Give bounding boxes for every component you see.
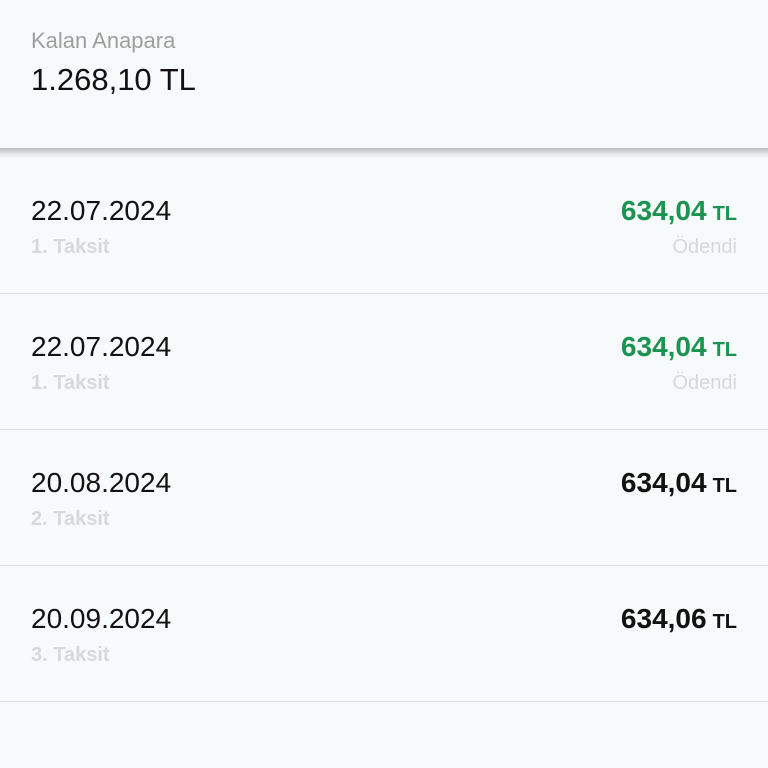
installment-amount: 634,04 TL xyxy=(621,331,737,363)
installment-row[interactable]: 22.07.2024 1. Taksit 634,04 TL Ödendi xyxy=(0,158,768,294)
amount-currency: TL xyxy=(712,611,737,633)
installment-number: 1. Taksit xyxy=(31,236,110,258)
payment-status: Ödendi xyxy=(672,236,738,258)
installment-amount: 634,04 TL xyxy=(621,195,737,227)
amount-currency: TL xyxy=(712,339,737,361)
amount-currency: TL xyxy=(712,475,737,497)
amount-value: 634,04 xyxy=(620,467,707,498)
amount-value: 634,04 xyxy=(620,195,707,226)
summary-header: Kalan Anapara 1.268,10 TL xyxy=(0,0,768,148)
amount-value: 634,04 xyxy=(620,331,707,362)
installment-number: 2. Taksit xyxy=(31,508,110,530)
payment-status: Ödendi xyxy=(672,372,738,394)
remaining-principal-label: Kalan Anapara xyxy=(31,28,176,53)
header-shadow-divider xyxy=(0,148,768,158)
installment-date: 22.07.2024 xyxy=(31,331,172,362)
installment-number: 1. Taksit xyxy=(31,372,110,394)
remaining-principal-value: 1.268,10 TL xyxy=(31,62,196,97)
amount-value: 634,06 xyxy=(620,603,707,634)
installment-list: 22.07.2024 1. Taksit 634,04 TL Ödendi 22.… xyxy=(0,158,768,702)
installment-date: 20.09.2024 xyxy=(31,603,172,634)
amount-currency: TL xyxy=(712,203,737,225)
installment-row[interactable]: 20.08.2024 2. Taksit 634,04 TL xyxy=(0,430,768,566)
installment-number: 3. Taksit xyxy=(31,644,110,666)
installment-amount: 634,04 TL xyxy=(621,467,737,499)
installment-row[interactable]: 22.07.2024 1. Taksit 634,04 TL Ödendi xyxy=(0,294,768,430)
installment-amount: 634,06 TL xyxy=(621,603,737,635)
installment-date: 22.07.2024 xyxy=(31,195,172,226)
installment-date: 20.08.2024 xyxy=(31,467,172,498)
installment-row[interactable]: 20.09.2024 3. Taksit 634,06 TL xyxy=(0,566,768,702)
